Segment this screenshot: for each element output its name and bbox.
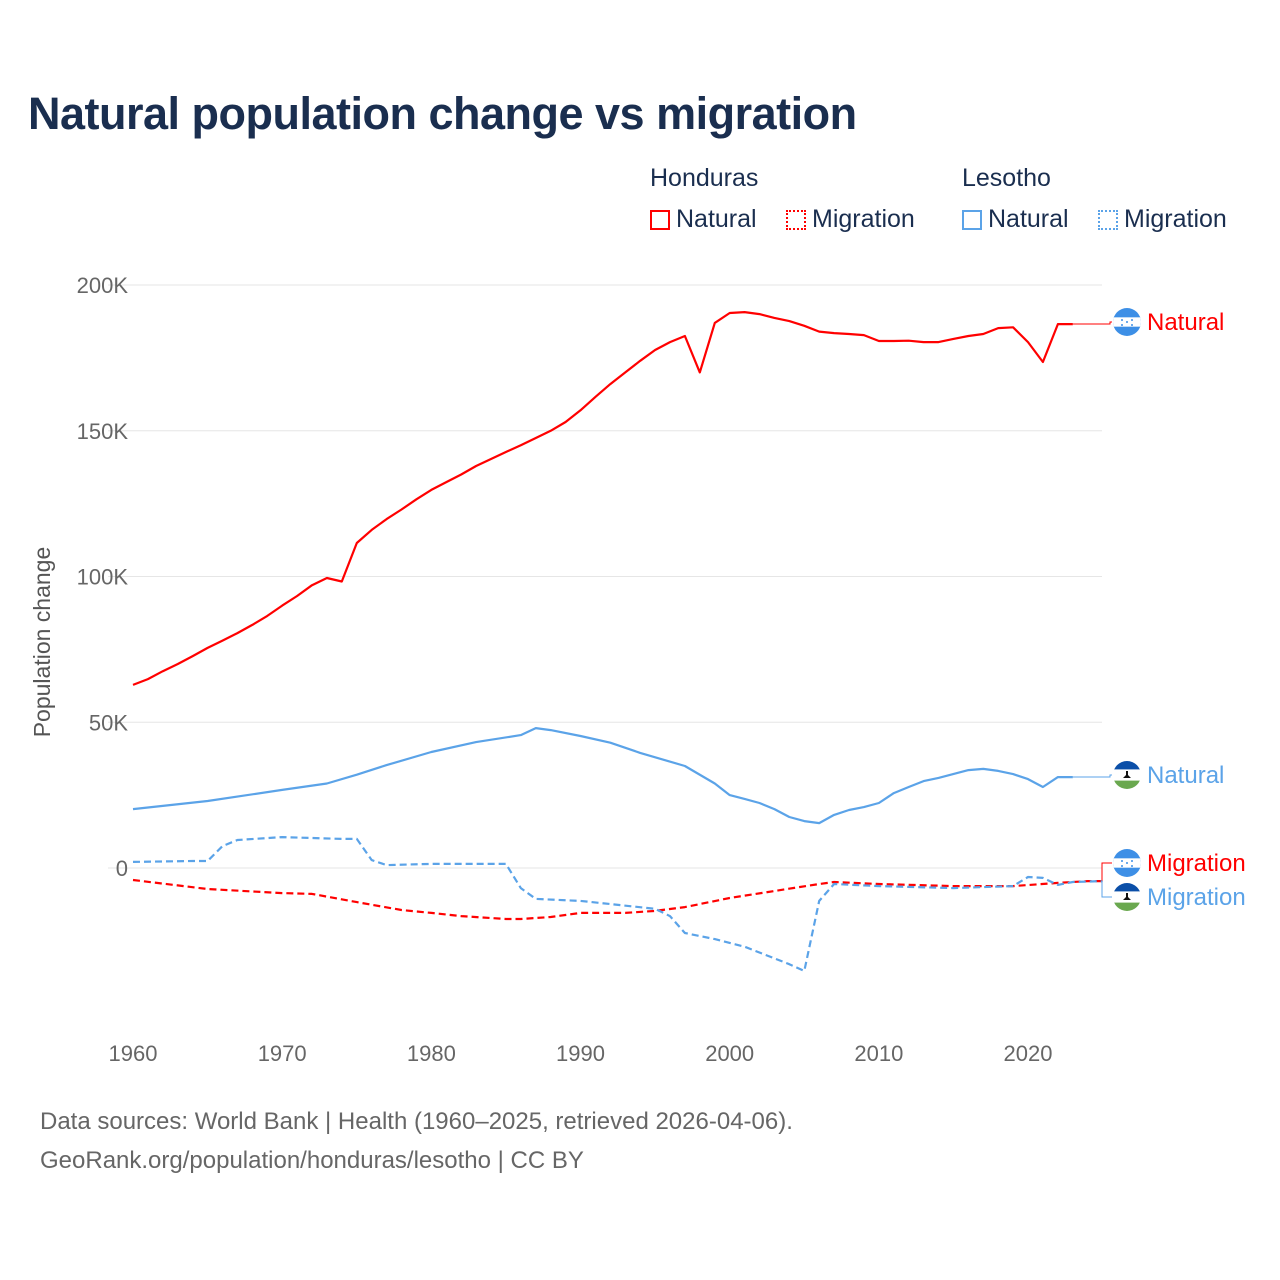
lesotho-flag-icon (1113, 883, 1141, 911)
footer-link[interactable]: GeoRank.org/population/honduras/lesotho … (40, 1147, 584, 1174)
flag-star (1126, 321, 1128, 323)
series-line-lesotho-natural (132, 727, 1073, 825)
flag-star (1121, 319, 1123, 321)
series-line-lesotho-migration (132, 836, 1103, 972)
plot-area: Population change 0 50K 100K 150K 200K 1960 19… (29, 273, 1246, 1066)
label-connector (1101, 880, 1112, 898)
series-end-label: Natural (1147, 762, 1224, 789)
x-tick-label: 2000 (705, 1041, 754, 1066)
label-connector (1072, 321, 1112, 325)
series-end-label: Natural (1147, 309, 1224, 336)
legend-swatch-solid (650, 209, 670, 230)
flag-star (1121, 865, 1123, 867)
series-end-label: Migration (1147, 850, 1246, 877)
legend-swatch-solid (962, 209, 982, 230)
legend-group-lesotho: Lesotho (962, 164, 1051, 192)
x-tick-label: 1990 (556, 1041, 605, 1066)
x-tick-label: 2010 (854, 1041, 903, 1066)
flag-stripe (1113, 780, 1141, 789)
flag-body (1113, 849, 1141, 877)
label-connector (1101, 862, 1112, 882)
y-tick-label: 150K (77, 419, 129, 444)
honduras-flag-icon (1113, 308, 1141, 336)
flag-star (1121, 324, 1123, 326)
footer-sources: Data sources: World Bank | Health (1960–… (40, 1108, 793, 1135)
legend-honduras-migration[interactable]: Migration (786, 205, 915, 234)
lesotho-flag-icon (1113, 761, 1141, 789)
legend-swatch-dotted (786, 209, 806, 230)
y-tick-label: 200K (77, 273, 129, 298)
legend-swatch-dotted (1098, 209, 1118, 230)
flag-body (1113, 308, 1141, 336)
y-tick-label: 100K (77, 565, 129, 590)
flag-stripe (1113, 761, 1141, 770)
series-end-label: Migration (1147, 884, 1246, 911)
x-tick-label: 1980 (407, 1041, 456, 1066)
legend-label: Natural (988, 205, 1069, 233)
y-tick-label: 50K (89, 710, 128, 735)
legend-lesotho-natural[interactable]: Natural (962, 205, 1069, 234)
flag-stripe (1113, 902, 1141, 911)
label-connector (1072, 774, 1112, 778)
flag-star (1131, 860, 1133, 862)
legend-label: Natural (676, 205, 757, 233)
flag-body (1113, 883, 1141, 911)
flag-body (1113, 761, 1141, 789)
legend-label: Migration (1124, 205, 1227, 233)
y-tick-label: 0 (116, 856, 128, 881)
flag-star (1126, 862, 1128, 864)
series-line-honduras-natural (132, 311, 1073, 686)
legend-honduras-natural[interactable]: Natural (650, 205, 757, 234)
chart-title: Natural population change vs migration (28, 88, 857, 139)
flag-star (1131, 324, 1133, 326)
flag-hat (1123, 771, 1131, 778)
x-tick-label: 1970 (258, 1041, 307, 1066)
flag-hat (1123, 893, 1131, 900)
series-line-honduras-migration (132, 878, 1103, 921)
flag-star (1121, 860, 1123, 862)
legend-lesotho-migration[interactable]: Migration (1098, 205, 1227, 234)
legend-group-honduras: Honduras (650, 164, 759, 192)
y-axis-label: Population change (29, 547, 55, 738)
x-tick-label: 1960 (109, 1041, 158, 1066)
flag-star (1131, 865, 1133, 867)
flag-star (1131, 319, 1133, 321)
x-tick-label: 2020 (1004, 1041, 1053, 1066)
honduras-flag-icon (1113, 849, 1141, 877)
legend-label: Migration (812, 205, 915, 233)
flag-stripe (1113, 883, 1141, 892)
